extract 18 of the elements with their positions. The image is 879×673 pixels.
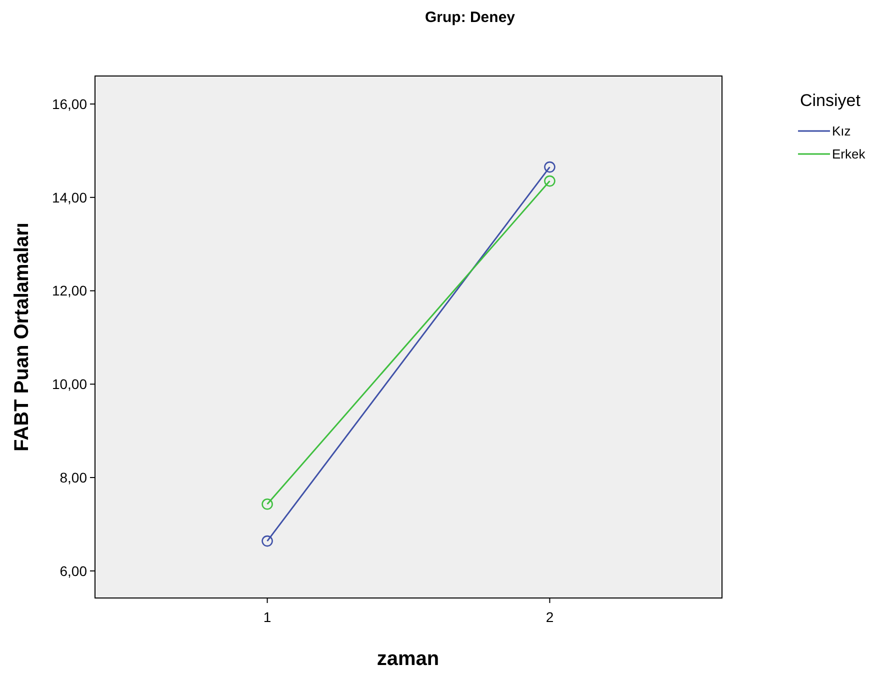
y-tick-label: 10,00 <box>52 376 88 392</box>
x-tick-label: 2 <box>546 609 554 625</box>
y-tick-label: 16,00 <box>52 96 88 112</box>
legend-title: Cinsiyet <box>800 91 861 110</box>
point <box>544 161 556 173</box>
y-tick-label: 14,00 <box>52 189 88 206</box>
y-tick-label: 12,00 <box>52 282 88 299</box>
y-axis-title: FABT Puan Ortalamaları <box>11 222 33 452</box>
point <box>262 498 273 510</box>
point <box>544 175 556 187</box>
legend-label: Erkek <box>832 146 866 162</box>
y-tick-label: 8,00 <box>60 469 88 486</box>
x-tick-label: 1 <box>263 609 272 625</box>
chart-title: Grup: Deney <box>424 9 516 26</box>
x-axis-title: zaman <box>376 648 440 670</box>
y-tick-label: 6,00 <box>60 562 88 579</box>
point <box>262 535 273 547</box>
legend-label: Kız <box>832 124 851 139</box>
